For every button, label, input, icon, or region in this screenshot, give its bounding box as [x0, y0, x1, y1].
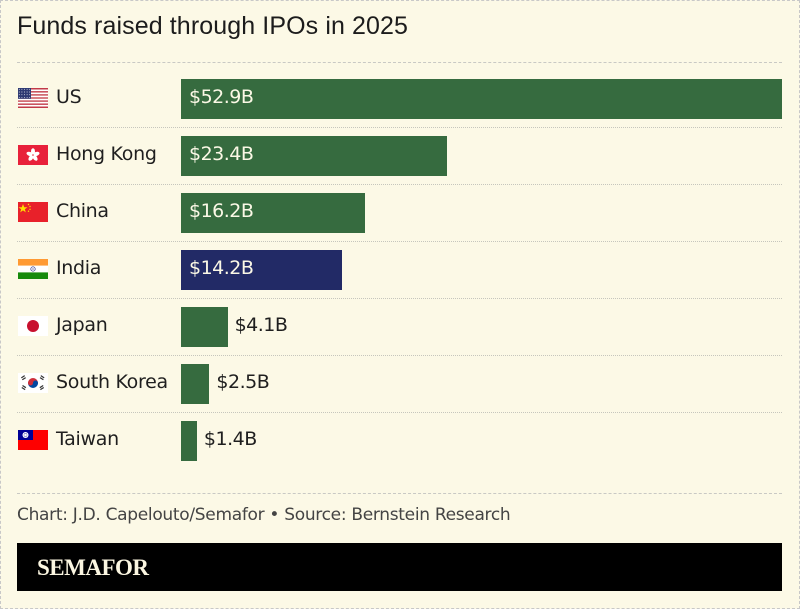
bar-row-japan: Japan $4.1B: [0, 299, 800, 356]
category-label: US: [56, 86, 82, 108]
bar-row-taiwan: Taiwan $1.4B: [0, 413, 800, 470]
chart-title: Funds raised through IPOs in 2025: [17, 12, 409, 40]
chart-credit: Chart: J.D. Capelouto/Semafor • Source: …: [17, 505, 511, 525]
value-label: $2.5B: [216, 371, 270, 393]
category-label: Taiwan: [56, 428, 119, 450]
value-label: $23.4B: [189, 143, 254, 165]
value-label: $16.2B: [189, 200, 254, 222]
category-label: India: [56, 257, 102, 279]
category-label: Japan: [56, 314, 108, 336]
bar-row-china: China $16.2B: [0, 185, 800, 242]
bar-taiwan: [181, 421, 197, 461]
category-label: China: [56, 200, 109, 222]
title-divider: [17, 62, 782, 63]
brand-logo: SEMAFOR: [37, 555, 149, 580]
footer-divider: [17, 493, 782, 494]
india-flag-icon: [18, 259, 48, 279]
brand-bar: SEMAFOR: [17, 543, 782, 591]
row-divider: [17, 241, 782, 242]
hong-kong-flag-icon: [18, 145, 48, 165]
us-flag-icon: [18, 88, 48, 108]
bar-india: [181, 250, 343, 290]
value-label: $52.9B: [189, 86, 254, 108]
row-divider: [17, 355, 782, 356]
category-label: South Korea: [56, 371, 168, 393]
row-divider: [17, 298, 782, 299]
value-label: $1.4B: [203, 428, 257, 450]
row-divider: [17, 184, 782, 185]
japan-flag-icon: [18, 316, 48, 336]
bar-china: [181, 193, 366, 233]
bar-south-korea: [181, 364, 210, 404]
bar-row-us: US $52.9B: [0, 71, 800, 128]
bar-row-india: India $14.2B: [0, 242, 800, 299]
row-divider: [17, 412, 782, 413]
china-flag-icon: [18, 202, 48, 222]
category-label: Hong Kong: [56, 143, 157, 165]
bar-hong-kong: [181, 136, 447, 176]
row-divider: [17, 127, 782, 128]
bar-row-south-korea: South Korea $2.5B: [0, 356, 800, 413]
value-label: $14.2B: [189, 257, 254, 279]
bar-row-hong-kong: Hong Kong $23.4B: [0, 128, 800, 185]
taiwan-flag-icon: [18, 430, 48, 450]
bar-us: [181, 79, 782, 119]
value-label: $4.1B: [234, 314, 288, 336]
south-korea-flag-icon: [18, 373, 48, 393]
bar-japan: [181, 307, 228, 347]
